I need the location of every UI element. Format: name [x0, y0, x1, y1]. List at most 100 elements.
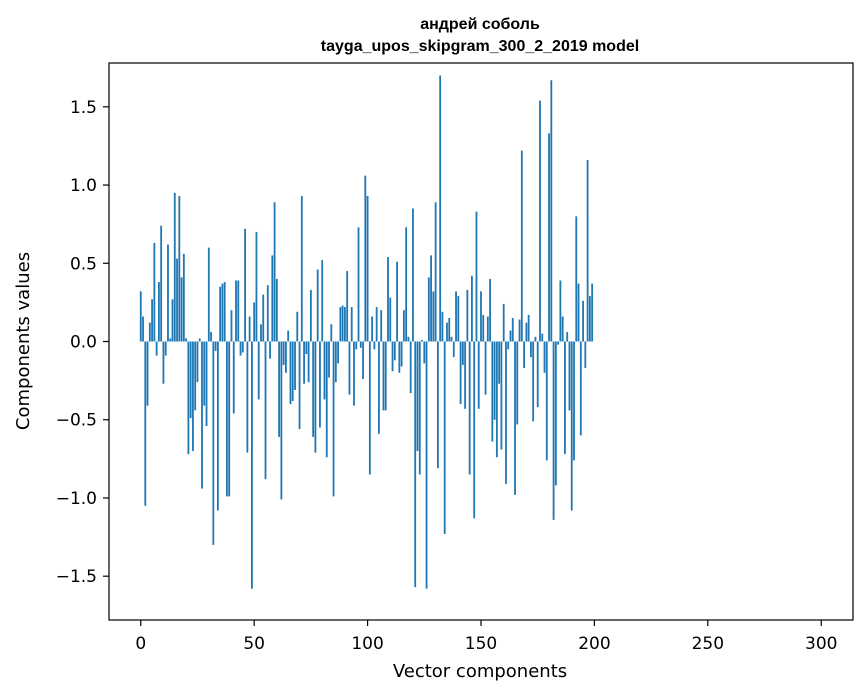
bar-47 [246, 341, 249, 453]
bar-25 [196, 341, 199, 383]
bar-188 [566, 332, 569, 342]
bar-121 [414, 341, 417, 588]
bar-168 [520, 150, 523, 342]
bar-178 [543, 341, 546, 373]
bar-150 [480, 291, 482, 342]
bar-0 [139, 291, 142, 342]
y-tick-label: 0.5 [70, 254, 97, 274]
bar-166 [516, 341, 519, 425]
bar-55 [264, 341, 267, 480]
bar-160 [502, 303, 505, 342]
bar-155 [491, 341, 494, 442]
bar-151 [482, 314, 485, 342]
bar-35 [219, 286, 222, 342]
bar-71 [300, 195, 303, 342]
bar-43 [237, 280, 240, 342]
bar-158 [498, 341, 501, 384]
bar-31 [210, 332, 212, 342]
chart-title: андрей соболь [420, 16, 540, 33]
bar-140 [457, 296, 460, 342]
bar-102 [371, 316, 374, 342]
bar-195 [582, 300, 584, 342]
bar-9 [160, 225, 163, 342]
bar-148 [475, 211, 478, 342]
bar-139 [455, 291, 457, 342]
bar-29 [205, 341, 208, 426]
bar-156 [493, 341, 496, 420]
bar-60 [275, 278, 278, 342]
bar-167 [518, 319, 521, 342]
bar-181 [550, 80, 553, 342]
bar-98 [362, 341, 364, 380]
bar-133 [441, 311, 444, 342]
bar-32 [212, 341, 215, 545]
bar-154 [489, 278, 491, 342]
bar-110 [389, 297, 392, 342]
bar-11 [164, 341, 167, 356]
y-tick-label: 1.5 [70, 98, 97, 118]
bar-153 [486, 316, 489, 342]
bar-84 [330, 324, 333, 342]
bar-81 [323, 341, 326, 400]
bar-131 [437, 341, 439, 469]
y-tick-label: −0.5 [56, 411, 97, 431]
bar-74 [307, 341, 310, 383]
bar-58 [271, 255, 274, 342]
bar-193 [577, 283, 580, 342]
bar-101 [368, 341, 371, 475]
bar-87 [337, 341, 339, 364]
bar-194 [579, 341, 582, 436]
bar-37 [223, 282, 226, 342]
bar-62 [280, 341, 283, 500]
bar-23 [192, 341, 194, 452]
bar-114 [398, 341, 401, 373]
bar-72 [303, 341, 305, 384]
bar-38 [226, 341, 228, 497]
bar-48 [248, 316, 251, 342]
y-tick-label: 1.0 [70, 176, 97, 196]
bar-141 [459, 341, 462, 405]
bar-59 [273, 202, 276, 342]
bar-93 [350, 307, 353, 342]
bar-122 [416, 341, 419, 452]
bar-185 [559, 280, 562, 342]
bar-172 [530, 341, 532, 358]
bar-127 [427, 277, 430, 342]
bar-49 [251, 341, 253, 589]
bar-180 [548, 133, 550, 342]
bar-50 [253, 302, 256, 342]
bar-186 [561, 316, 564, 342]
bar-26 [198, 338, 201, 342]
bar-68 [294, 341, 296, 390]
bar-65 [287, 330, 290, 342]
bar-159 [500, 341, 503, 450]
bar-107 [382, 341, 385, 411]
bar-83 [328, 341, 330, 378]
bar-1 [142, 316, 144, 342]
bar-136 [448, 318, 451, 342]
bar-190 [570, 341, 573, 511]
bar-67 [291, 341, 294, 401]
bar-99 [364, 175, 367, 342]
x-tick-label: 200 [578, 634, 610, 654]
bar-144 [466, 289, 469, 342]
bar-33 [214, 341, 217, 351]
bar-8 [158, 282, 160, 342]
bar-142 [461, 341, 464, 365]
bar-147 [473, 341, 476, 519]
bar-69 [296, 311, 299, 342]
bar-164 [511, 318, 514, 342]
bar-111 [391, 341, 394, 372]
bar-125 [423, 341, 426, 364]
bar-90 [344, 307, 346, 342]
bar-34 [216, 341, 219, 511]
bar-27 [201, 341, 203, 489]
bar-118 [407, 336, 410, 342]
bar-39 [228, 341, 231, 497]
bar-108 [384, 341, 387, 411]
bar-119 [409, 341, 412, 394]
bar-82 [325, 341, 328, 458]
bar-97 [359, 341, 362, 348]
x-tick-label: 0 [135, 634, 146, 654]
bar-187 [564, 341, 566, 455]
